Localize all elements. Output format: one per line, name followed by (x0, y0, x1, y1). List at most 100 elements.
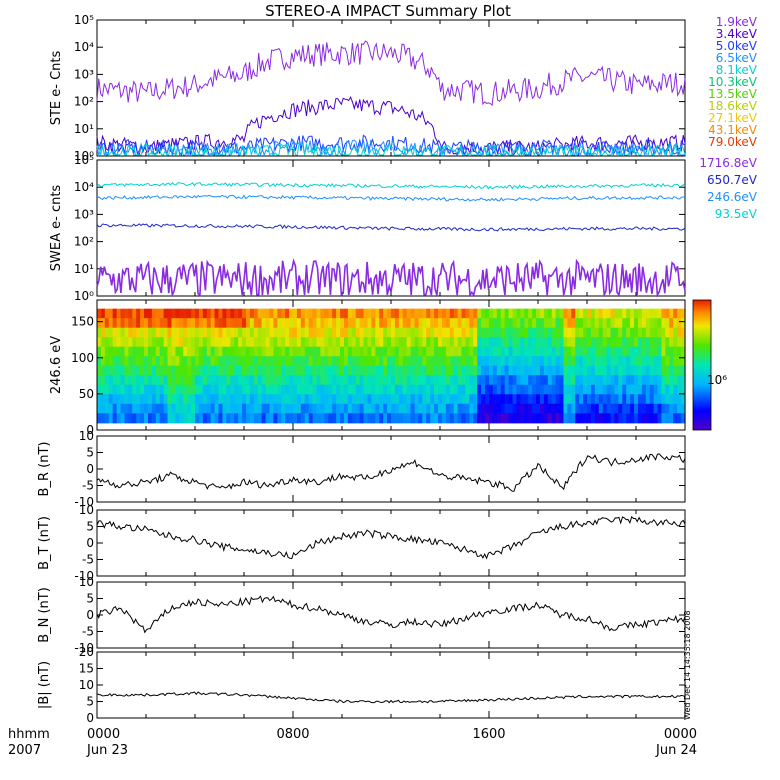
series-line (96, 142, 686, 157)
y-tick-label: 10³ (74, 207, 94, 221)
y-tick-label: 10⁴ (74, 40, 94, 54)
legend-entry: 27.1keV (708, 111, 758, 125)
series-line (96, 134, 686, 157)
time-tick-label: 0000 (87, 727, 120, 742)
y-tick-label: -10 (74, 569, 94, 583)
panel-1: 10⁰ 10¹ 10² 10³ 10⁴ 10⁵ STE e- Cnts (49, 13, 686, 163)
legend-entry: 1716.8eV (699, 156, 757, 170)
series-line (96, 138, 686, 157)
y-tick-label: 5 (86, 520, 94, 534)
panel-frame (96, 581, 686, 649)
y-tick-label: 10⁰ (74, 289, 94, 303)
y-tick-label: -10 (74, 495, 94, 509)
time-tick-label: 1600 (472, 727, 505, 742)
y-tick-label: 0 (86, 711, 94, 725)
legend-entry: 18.6keV (708, 99, 758, 113)
series-line (96, 258, 686, 298)
y-tick-label: -5 (82, 553, 94, 567)
y-tick-label: 10³ (74, 67, 94, 81)
y-tick-label: 0 (86, 462, 94, 476)
y-axis-label: STE e- Cnts (49, 50, 64, 125)
legend-entry: 93.5eV (715, 207, 758, 221)
panel-frame (96, 509, 686, 577)
time-tick-label: 0000 (664, 727, 697, 742)
panel-6: -10 -5 0 5 10 B_N (nT) (37, 575, 686, 655)
panel-2: 10⁰ 10¹ 10² 10³ 10⁴ 10⁵ SWEA e- cnts (49, 153, 686, 303)
y-tick-label: -5 (82, 625, 94, 639)
series-line (96, 40, 686, 107)
date-label: Jun 24 (655, 743, 697, 758)
y-tick-label: 5 (86, 592, 94, 606)
panel-3: 0 50 100 150 246.6 eV (49, 299, 686, 437)
y-tick-label: 5 (86, 695, 94, 709)
y-tick-label: 50 (79, 387, 94, 401)
y-tick-label: 0 (86, 536, 94, 550)
y-tick-label: 10² (74, 235, 94, 249)
y-tick-label: 10⁵ (74, 13, 94, 27)
date-label: Jun 23 (86, 743, 128, 758)
y-tick-label: 10¹ (74, 262, 94, 276)
panel-frame (96, 651, 686, 719)
y-axis-label: |B| (nT) (37, 661, 52, 709)
series-line (96, 182, 686, 190)
year-label: 2007 (8, 743, 41, 758)
panel-7: 0 5 10 15 20 |B| (nT) (37, 645, 686, 725)
legend-entry: 5.0keV (716, 39, 758, 53)
legend-entry: 3.4keV (716, 27, 758, 41)
y-axis-label: B_N (nT) (37, 587, 52, 643)
panel-frame (96, 435, 686, 503)
y-tick-label: 10² (74, 95, 94, 109)
y-tick-label: 100 (71, 351, 94, 365)
legend-entry: 246.6eV (707, 190, 758, 204)
series-line (96, 453, 686, 492)
panel-4: -10 -5 0 5 10 B_R (nT) (37, 429, 686, 509)
series-line (96, 515, 686, 560)
y-tick-label: -10 (74, 641, 94, 655)
spectrogram (97, 308, 686, 424)
legend-entry: 1.9keV (716, 15, 758, 29)
legend-entry: 8.1keV (716, 63, 758, 77)
y-tick-label: 0 (86, 423, 94, 437)
y-tick-label: -5 (82, 479, 94, 493)
y-tick-label: 5 (86, 446, 94, 460)
legend-entry: 79.0keV (708, 135, 758, 149)
y-tick-label: 10⁰ (74, 149, 94, 163)
hhmm-label: hhmm (8, 727, 50, 742)
y-tick-label: 10 (79, 575, 94, 589)
colorbar-tick-label: 10⁶ (707, 373, 727, 387)
series-line (96, 194, 686, 202)
y-axis-label: SWEA e- cnts (49, 185, 64, 272)
colorbar-gradient (692, 299, 712, 431)
y-tick-label: 10 (79, 503, 94, 517)
legend-entry: 650.7eV (707, 173, 758, 187)
legend-entry: 13.5keV (708, 87, 758, 101)
panel-frame (96, 19, 686, 157)
y-tick-label: 10⁴ (74, 180, 94, 194)
y-tick-label: 0 (86, 608, 94, 622)
y-tick-label: 15 (79, 662, 94, 676)
legend-entry: 6.5keV (716, 51, 758, 65)
y-tick-label: 10¹ (74, 122, 94, 136)
series-line (96, 223, 686, 232)
y-tick-label: 10 (79, 429, 94, 443)
swea-energy-legend: 1716.8eV 650.7eV 246.6eV 93.5eV (699, 156, 757, 221)
ste-energy-legend: 1.9keV3.4keV5.0keV6.5keV8.1keV10.3keV13.… (708, 15, 758, 149)
legend-entry: 10.3keV (708, 75, 758, 89)
time-tick-label: 0800 (276, 727, 309, 742)
y-axis-label: 246.6 eV (49, 336, 64, 394)
y-axis-label: B_R (nT) (37, 442, 52, 497)
colorbar: 10⁶ (692, 299, 727, 431)
y-tick-label: 150 (71, 315, 94, 329)
legend-entry: 43.1keV (708, 123, 758, 137)
series-line (96, 95, 686, 157)
series-line (96, 595, 686, 634)
panel-5: -10 -5 0 5 10 B_T (nT) (37, 503, 686, 583)
timestamp-note: Wed Dec 14 14:35:18 2008 (683, 610, 692, 720)
series-line (96, 691, 686, 704)
y-tick-label: 10 (79, 678, 94, 692)
y-tick-label: 20 (79, 645, 94, 659)
plot-title: STEREO-A IMPACT Summary Plot (265, 2, 511, 20)
y-axis-label: B_T (nT) (37, 516, 52, 570)
